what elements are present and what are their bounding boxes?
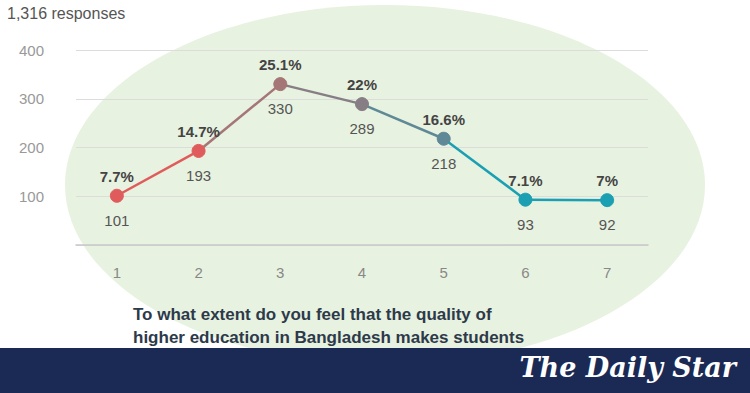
svg-text:To what extent do you feel tha: To what extent do you feel that the qual… [133, 305, 492, 324]
svg-text:14.7%: 14.7% [177, 123, 220, 140]
svg-text:400: 400 [19, 42, 44, 59]
svg-text:330: 330 [268, 100, 293, 117]
svg-text:25.1%: 25.1% [259, 56, 302, 73]
svg-text:16.6%: 16.6% [422, 111, 465, 128]
svg-text:193: 193 [186, 167, 211, 184]
svg-text:300: 300 [19, 90, 44, 107]
svg-text:4: 4 [358, 264, 366, 281]
svg-text:101: 101 [104, 212, 129, 229]
svg-text:higher education in Bangladesh: higher education in Bangladesh makes stu… [133, 328, 524, 347]
svg-text:200: 200 [19, 139, 44, 156]
svg-text:7%: 7% [596, 172, 618, 189]
html-text:The Daily Star: The Daily Star [519, 352, 736, 383]
svg-text:218: 218 [431, 155, 456, 172]
svg-text:92: 92 [599, 216, 616, 233]
svg-text:93: 93 [517, 216, 534, 233]
svg-text:2: 2 [194, 264, 202, 281]
svg-text:1,316 responses: 1,316 responses [7, 5, 125, 22]
svg-text:5: 5 [440, 264, 448, 281]
svg-text:7: 7 [603, 264, 611, 281]
svg-text:3: 3 [276, 264, 284, 281]
svg-text:22%: 22% [347, 76, 377, 93]
svg-text:1: 1 [113, 264, 121, 281]
svg-text:7.7%: 7.7% [100, 168, 134, 185]
svg-text:100: 100 [19, 188, 44, 205]
svg-text:7.1%: 7.1% [508, 172, 542, 189]
svg-text:6: 6 [521, 264, 529, 281]
svg-text:289: 289 [349, 120, 374, 137]
